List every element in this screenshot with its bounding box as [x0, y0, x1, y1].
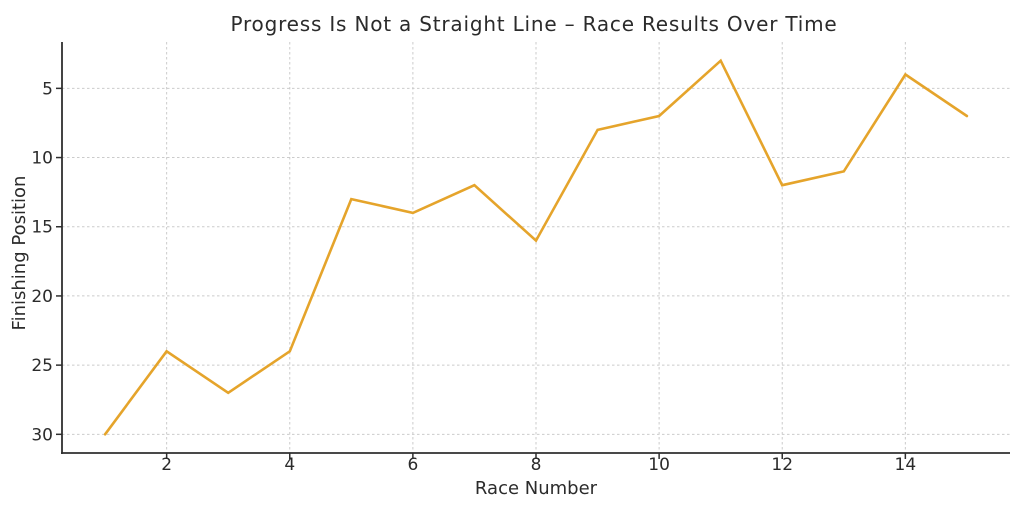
x-tick-label: 8 — [531, 455, 542, 475]
x-tick-label: 6 — [407, 455, 418, 475]
x-tick-label: 14 — [895, 455, 917, 475]
y-axis-label: Finishing Position — [9, 176, 30, 331]
y-tick-label: 25 — [31, 356, 53, 376]
y-tick-label: 15 — [31, 218, 53, 238]
y-tick-label: 20 — [31, 287, 53, 307]
y-tick-label: 30 — [31, 425, 53, 445]
tick-marks — [56, 87, 907, 459]
x-tick-label: 2 — [161, 455, 172, 475]
chart-title: Progress Is Not a Straight Line – Race R… — [230, 12, 837, 36]
gridlines — [62, 42, 1010, 453]
x-tick-label: 4 — [284, 455, 295, 475]
x-tick-labels: 2 4 6 8 10 12 14 — [161, 455, 916, 475]
race-results-line — [103, 58, 969, 436]
x-tick-label: 12 — [771, 455, 793, 475]
y-tick-label: 5 — [42, 79, 53, 99]
y-tick-label: 10 — [31, 149, 53, 169]
x-tick-label: 10 — [648, 455, 670, 475]
y-tick-labels: 5 10 15 20 25 30 — [31, 79, 53, 445]
x-axis-label: Race Number — [475, 478, 598, 499]
